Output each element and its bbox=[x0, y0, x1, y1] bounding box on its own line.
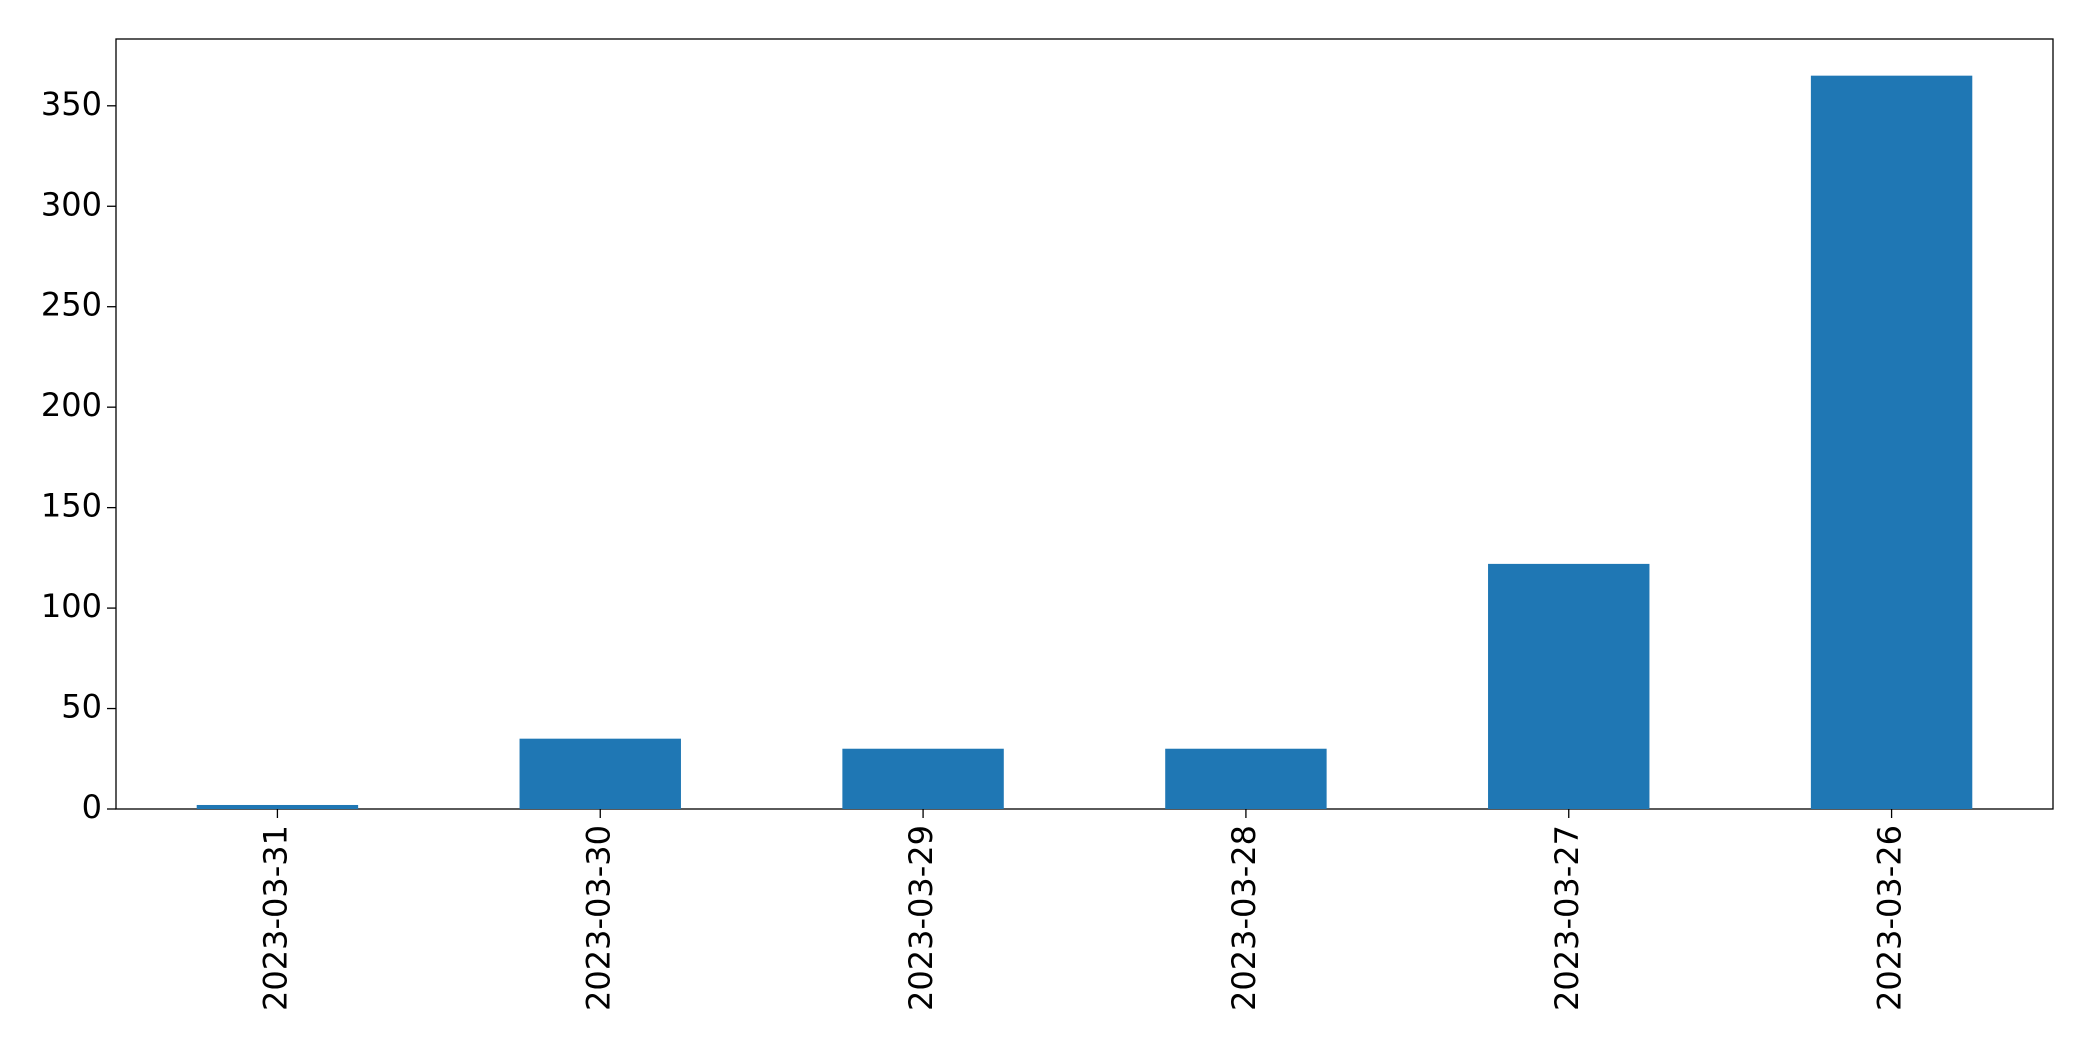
bar bbox=[1810, 75, 1973, 809]
x-tick-label: 2023-03-30 bbox=[579, 825, 617, 1011]
bar bbox=[1165, 748, 1327, 809]
x-tick-label: 2023-03-29 bbox=[902, 825, 940, 1011]
y-tick-label: 100 bbox=[41, 587, 102, 625]
x-tick-label: 2023-03-27 bbox=[1548, 825, 1586, 1011]
bar bbox=[196, 804, 359, 809]
y-tick-label: 350 bbox=[41, 85, 102, 123]
x-tick-label: 2023-03-26 bbox=[1871, 825, 1909, 1011]
plot-frame bbox=[115, 38, 2054, 810]
x-tick-label: 2023-03-28 bbox=[1225, 825, 1263, 1011]
y-tick-label: 150 bbox=[41, 487, 102, 525]
x-tick-label: 2023-03-31 bbox=[256, 825, 294, 1011]
y-tick-label: 50 bbox=[61, 688, 102, 726]
bar bbox=[1488, 563, 1650, 809]
y-tick-label: 200 bbox=[41, 386, 102, 424]
y-tick-label: 0 bbox=[82, 788, 102, 826]
y-tick-label: 250 bbox=[41, 286, 102, 324]
y-tick-label: 300 bbox=[41, 185, 102, 223]
bar bbox=[519, 738, 681, 809]
bar bbox=[842, 748, 1004, 809]
